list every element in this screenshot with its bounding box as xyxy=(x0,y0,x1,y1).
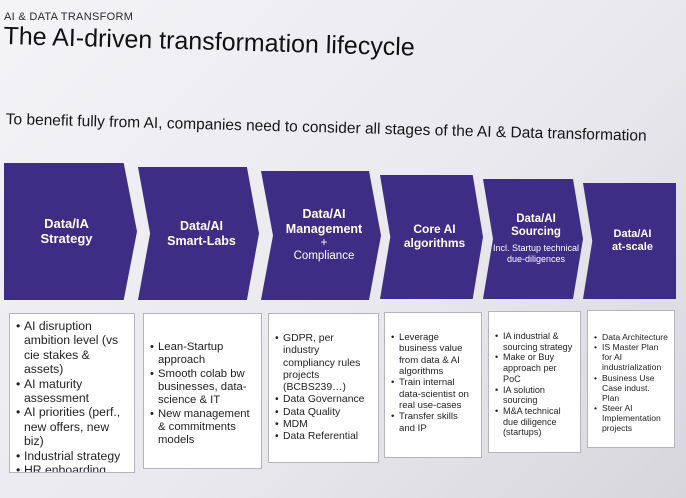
list-item: Train internal data-scientist on real us… xyxy=(391,377,476,411)
list-item: IA industrial & sourcing strategy xyxy=(495,331,575,352)
list-item: AI priorities (perf., new offers, new bi… xyxy=(16,405,129,448)
list-item: Steer AI Implementation projects xyxy=(594,403,669,433)
list-item: IS Master Plan for AI industrialization xyxy=(594,342,669,372)
list-item: New management & commitments models xyxy=(150,408,256,448)
stage-name: Data/AI Management xyxy=(285,207,363,236)
stage-details-box: IA industrial & sourcing strategy Make o… xyxy=(488,311,581,453)
stage-details-list: Lean-Startup approach Smooth colab bw bu… xyxy=(150,341,256,448)
list-item: Transfer skills and IP xyxy=(391,411,476,434)
list-item: IA solution sourcing xyxy=(495,385,575,406)
stage-details-list: GDPR, per industry compliancy rules proj… xyxy=(275,333,373,444)
stage-core-ai-algorithms: Core AI algorithms xyxy=(380,175,483,299)
stage-data-ia-strategy: Data/IA Strategy xyxy=(4,163,137,300)
stage-data-ai-sourcing: Data/AI Sourcing Incl. Startup technical… xyxy=(483,179,583,299)
list-item: MDM xyxy=(275,419,373,432)
chevron-arrow xyxy=(380,175,483,299)
chevron-arrow xyxy=(483,179,583,299)
list-item: GDPR, per industry compliancy rules proj… xyxy=(275,333,373,394)
stage-details-list: Leverage business value from data & AI a… xyxy=(391,332,476,434)
chevron-arrow xyxy=(4,163,137,300)
list-item: Industrial strategy xyxy=(16,449,129,464)
list-item: HR enboarding xyxy=(16,463,129,472)
list-item: M&A technical due diligence (startups) xyxy=(495,406,575,438)
list-item: AI maturity assessment xyxy=(16,377,129,406)
list-item: Data Governance xyxy=(275,394,373,407)
list-item: Leverage business value from data & AI a… xyxy=(391,332,476,377)
eyebrow-label: AI & DATA TRANSFORM xyxy=(4,11,134,23)
list-item: Smooth colab bw businesses, data-science… xyxy=(150,368,256,408)
stage-details-box: AI disruption ambition level (vs cie sta… xyxy=(9,313,135,473)
stage-details-box: Leverage business value from data & AI a… xyxy=(384,312,482,458)
stage-name: Data/AI Sourcing xyxy=(511,212,561,239)
stage-name: Core AI algorithms xyxy=(403,222,466,250)
chevron-arrow xyxy=(261,171,381,300)
list-item: AI disruption ambition level (vs cie sta… xyxy=(16,319,129,377)
stage-details-box: Data Architecture IS Master Plan for AI … xyxy=(587,310,675,448)
stage-details-list: AI disruption ambition level (vs cie sta… xyxy=(16,319,129,472)
stage-details-list: IA industrial & sourcing strategy Make o… xyxy=(495,331,575,438)
stage-details-box: Lean-Startup approach Smooth colab bw bu… xyxy=(143,313,262,469)
list-item: Data Quality xyxy=(275,407,373,420)
stage-name: Data/IA Strategy xyxy=(40,215,93,246)
list-item: Lean-Startup approach xyxy=(150,341,256,368)
chevron-arrow xyxy=(583,183,676,299)
page-title: The AI-driven transformation lifecycle xyxy=(3,22,416,62)
list-item: Data Architecture xyxy=(594,332,669,342)
page-subtitle: To benefit fully from AI, companies need… xyxy=(5,111,647,145)
list-item: Data Referential xyxy=(275,431,373,444)
chevron-arrow xyxy=(138,167,259,300)
stage-subnote: Incl. Startup technical due-diligences xyxy=(492,243,580,265)
stage-details-list: Data Architecture IS Master Plan for AI … xyxy=(594,332,669,433)
stage-details-box: GDPR, per industry compliancy rules proj… xyxy=(268,313,379,463)
list-item: Business Use Case indust. Plan xyxy=(594,373,669,403)
stage-data-ai-at-scale: Data/AI at-scale xyxy=(583,183,676,299)
stage-name: Data/AI at-scale xyxy=(612,228,653,253)
stage-name: Data/AI Smart-Labs xyxy=(167,219,236,248)
list-item: Make or Buy approach per PoC xyxy=(495,352,575,384)
stage-data-ai-management: Data/AI Management + Compliance xyxy=(261,171,381,300)
stage-data-ai-smart-labs: Data/AI Smart-Labs xyxy=(138,167,259,300)
stage-note: + Compliance xyxy=(293,237,355,263)
